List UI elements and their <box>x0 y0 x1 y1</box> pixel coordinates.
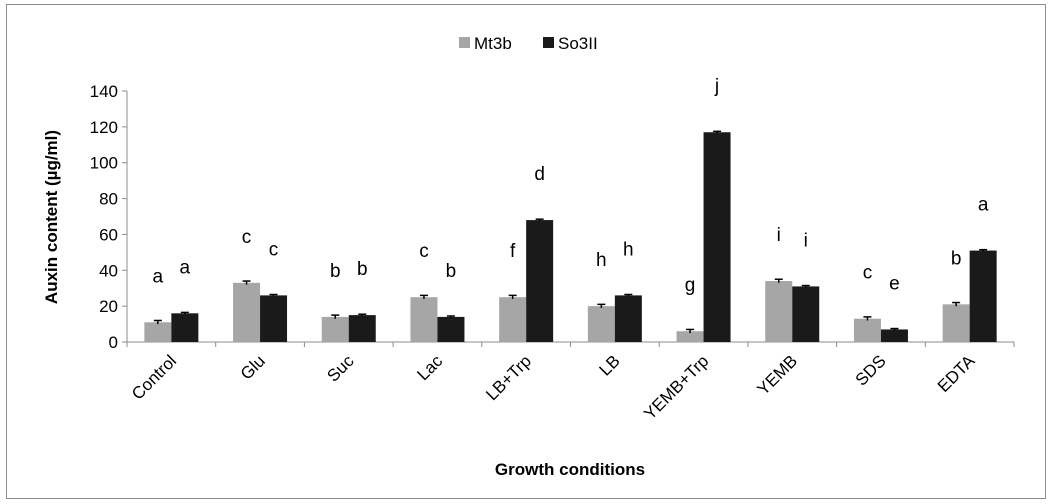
bar <box>499 297 527 342</box>
significance-label: b <box>951 248 962 269</box>
significance-label: e <box>889 273 900 294</box>
bar-chart: Mt3b So3II Auxin content (µg/ml) Growth … <box>42 34 1015 479</box>
y-tick-label: 120 <box>90 118 118 137</box>
x-tick-label: YEMB+Trp <box>640 351 712 423</box>
significance-label: c <box>269 239 279 260</box>
y-tick-label: 60 <box>99 225 118 244</box>
x-tick-label: Lac <box>413 351 446 384</box>
significance-label: b <box>357 259 368 280</box>
y-tick-label: 40 <box>99 261 118 280</box>
significance-label: f <box>510 241 516 262</box>
significance-label: g <box>685 275 696 296</box>
y-axis-title: Auxin content (µg/ml) <box>42 130 61 304</box>
x-tick-label: YEMB <box>754 351 802 399</box>
bar <box>348 315 376 342</box>
significance-label: c <box>419 241 429 262</box>
bar <box>942 304 970 342</box>
bar <box>437 316 465 342</box>
chart-frame: Mt3b So3II Auxin content (µg/ml) Growth … <box>6 4 1046 499</box>
bar <box>587 306 615 342</box>
bar <box>676 331 704 342</box>
legend-label-so3ii: So3II <box>558 34 598 53</box>
significance-label: j <box>714 76 719 97</box>
x-tick-label: EDTA <box>934 351 979 396</box>
legend-label-mt3b: Mt3b <box>474 34 512 53</box>
significance-label: h <box>596 250 607 271</box>
y-tick-label: 0 <box>109 333 118 352</box>
y-tick-label: 100 <box>90 154 118 173</box>
significance-label: i <box>804 230 808 251</box>
bar <box>853 318 881 342</box>
x-axis-title: Growth conditions <box>495 460 645 479</box>
bar <box>703 132 731 342</box>
legend: Mt3b So3II <box>459 34 598 53</box>
x-tick-label: SDS <box>852 351 890 389</box>
x-tick-label: Glu <box>237 351 269 383</box>
bar <box>144 322 172 342</box>
bar <box>880 329 908 342</box>
x-tick-label: Control <box>128 351 180 403</box>
bar <box>969 250 997 342</box>
bar <box>410 297 438 342</box>
significance-label: b <box>446 261 457 282</box>
plot-area: 0 20 40 60 80 100 120 140 Control Glu Suc Lac LB+Trp… <box>90 76 1015 424</box>
bar <box>526 220 554 342</box>
significance-label: h <box>623 239 634 260</box>
x-tick-label: Suc <box>323 351 358 386</box>
bar <box>765 281 793 342</box>
y-tick-label: 20 <box>99 297 118 316</box>
bar <box>260 295 288 342</box>
significance-label: c <box>242 227 252 248</box>
significance-label: a <box>978 195 989 216</box>
y-tick-label: 140 <box>90 82 118 101</box>
y-tick-label: 80 <box>99 190 118 209</box>
significance-label: i <box>777 225 781 246</box>
x-tick-label: LB <box>596 351 624 379</box>
significance-label: b <box>330 261 341 282</box>
significance-label: d <box>534 164 545 185</box>
significance-label: a <box>180 257 191 278</box>
bar <box>171 313 199 342</box>
bar <box>321 316 349 342</box>
legend-swatch-mt3b <box>459 37 470 48</box>
bar <box>614 295 642 342</box>
significance-label: c <box>863 263 873 284</box>
bar <box>233 282 261 342</box>
legend-swatch-so3ii <box>543 37 554 48</box>
bar <box>792 286 820 342</box>
significance-label: a <box>153 266 164 287</box>
x-tick-label: LB+Trp <box>482 351 535 404</box>
